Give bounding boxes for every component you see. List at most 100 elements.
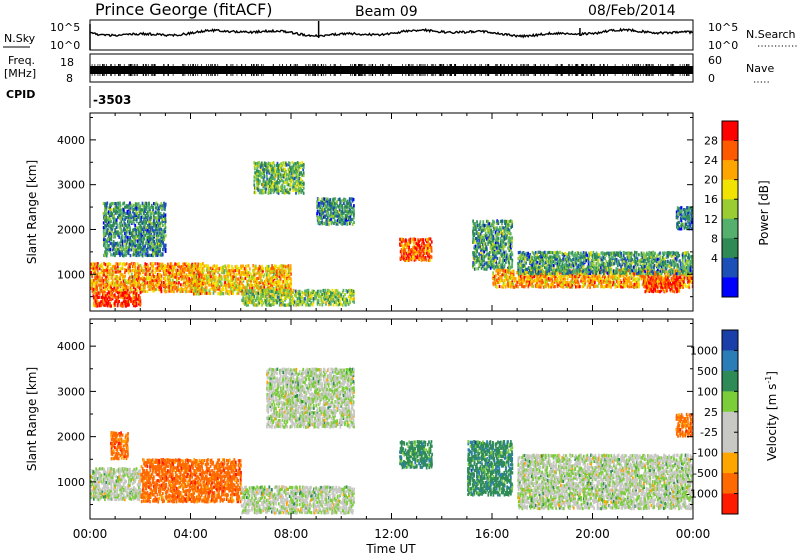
data-cell: [339, 208, 341, 211]
data-cell: [206, 264, 208, 267]
data-cell: [161, 274, 163, 277]
data-cell: [156, 288, 158, 291]
data-cell: [129, 263, 131, 266]
data-cell: [289, 188, 291, 191]
data-cell: [131, 288, 133, 291]
data-cell: [106, 263, 108, 266]
data-cell: [134, 262, 136, 265]
data-cell: [199, 278, 201, 281]
data-cell: [346, 223, 348, 226]
data-cell: [144, 286, 146, 289]
data-cell: [108, 300, 110, 303]
data-cell: [181, 265, 183, 268]
data-cell: [500, 269, 502, 272]
data-cell: [486, 234, 488, 237]
data-cell: [153, 224, 155, 227]
data-cell: [281, 174, 283, 177]
data-cell: [353, 204, 355, 207]
data-cell: [431, 240, 433, 243]
data-cell: [110, 224, 112, 227]
data-cell: [234, 284, 236, 287]
data-cell: [258, 292, 260, 295]
freq-tick-top: 18: [60, 56, 74, 69]
data-cell: [216, 264, 218, 267]
data-cell: [171, 262, 173, 265]
data-cell: [335, 293, 337, 296]
data-cell: [115, 262, 117, 265]
data-cell: [272, 167, 274, 170]
data-cell: [264, 273, 266, 276]
data-cell: [324, 215, 326, 218]
data-cell: [350, 203, 352, 206]
data-cell: [266, 175, 268, 178]
data-cell: [123, 202, 125, 205]
data-cell: [349, 197, 351, 200]
data-cell: [339, 300, 341, 303]
data-cell: [188, 277, 190, 280]
data-cell: [338, 299, 340, 302]
data-cell: [532, 285, 534, 288]
data-cell: [515, 284, 517, 287]
data-cell: [245, 277, 247, 280]
data-cell: [199, 265, 201, 268]
data-cell: [314, 291, 316, 294]
data-cell: [413, 257, 415, 260]
data-cell: [221, 282, 223, 285]
data-cell: [147, 250, 149, 253]
data-cell: [221, 276, 223, 279]
data-cell: [157, 262, 159, 265]
data-cell: [431, 246, 433, 249]
data-cell: [303, 166, 305, 169]
data-cell: [144, 290, 146, 293]
data-cell: [497, 272, 499, 275]
data-cell: [428, 250, 430, 253]
data-cell: [191, 278, 193, 281]
data-cell: [221, 266, 223, 269]
data-cell: [331, 289, 333, 292]
data-cell: [511, 259, 513, 262]
data-cell: [158, 209, 160, 212]
data-cell: [113, 240, 115, 243]
data-cell: [504, 264, 506, 267]
data-cell: [318, 198, 320, 201]
data-cell: [137, 239, 139, 242]
data-cell: [163, 235, 165, 238]
data-cell: [275, 265, 277, 268]
data-cell: [261, 162, 263, 165]
data-cell: [339, 198, 341, 201]
data-cell: [108, 266, 110, 269]
data-cell: [124, 206, 126, 209]
data-cell: [127, 286, 129, 289]
data-cell: [158, 212, 160, 215]
data-cell: [206, 292, 208, 295]
data-cell: [511, 245, 513, 248]
data-cell: [344, 293, 346, 296]
data-cell: [481, 255, 483, 258]
data-cell: [253, 183, 255, 186]
data-cell: [321, 198, 323, 201]
data-cell: [414, 238, 416, 241]
data-cell: [157, 203, 159, 206]
data-cell: [246, 296, 248, 299]
data-cell: [147, 214, 149, 217]
data-cell: [303, 187, 305, 190]
data-cell: [353, 221, 355, 224]
data-cell: [129, 291, 131, 294]
data-cell: [579, 285, 581, 288]
data-cell: [138, 265, 140, 268]
data-cell: [496, 286, 498, 289]
data-cell: [490, 229, 492, 232]
data-cell: [120, 220, 122, 223]
station-title: Prince George (fitACF): [95, 0, 273, 19]
data-cell: [145, 202, 147, 205]
data-cell: [242, 264, 244, 267]
data-cell: [163, 281, 165, 284]
data-cell: [180, 283, 182, 286]
data-cell: [290, 264, 292, 267]
data-cell: [125, 254, 127, 257]
data-cell: [259, 161, 261, 164]
data-cell: [289, 290, 291, 293]
data-cell: [277, 164, 279, 167]
data-cell: [174, 262, 176, 265]
data-cell: [351, 298, 353, 301]
